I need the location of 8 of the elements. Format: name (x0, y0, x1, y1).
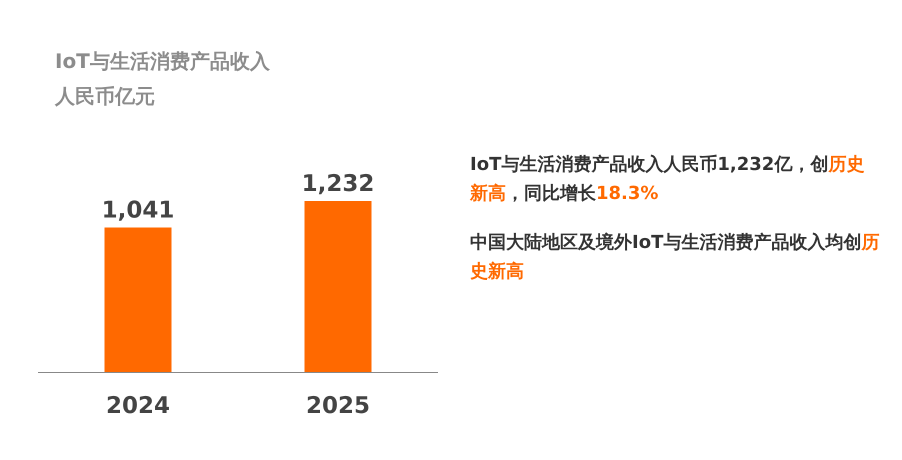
x-tick-label: 2025 (306, 393, 370, 419)
x-tick-label: 2024 (106, 393, 170, 419)
chart-title: IoT与生活消费产品收入 (55, 49, 271, 73)
data-label: 1,232 (302, 171, 374, 197)
data-label: 1,041 (102, 198, 174, 224)
text: IoT与生活消费产品收入人民币1,232亿，创历史新高，同比增长18.3% (470, 154, 864, 204)
chart-subtitle: 人民币亿元 (54, 84, 155, 108)
text: 中国大陆地区及境外IoT与生活消费产品收入均创历史新高 (470, 232, 880, 282)
